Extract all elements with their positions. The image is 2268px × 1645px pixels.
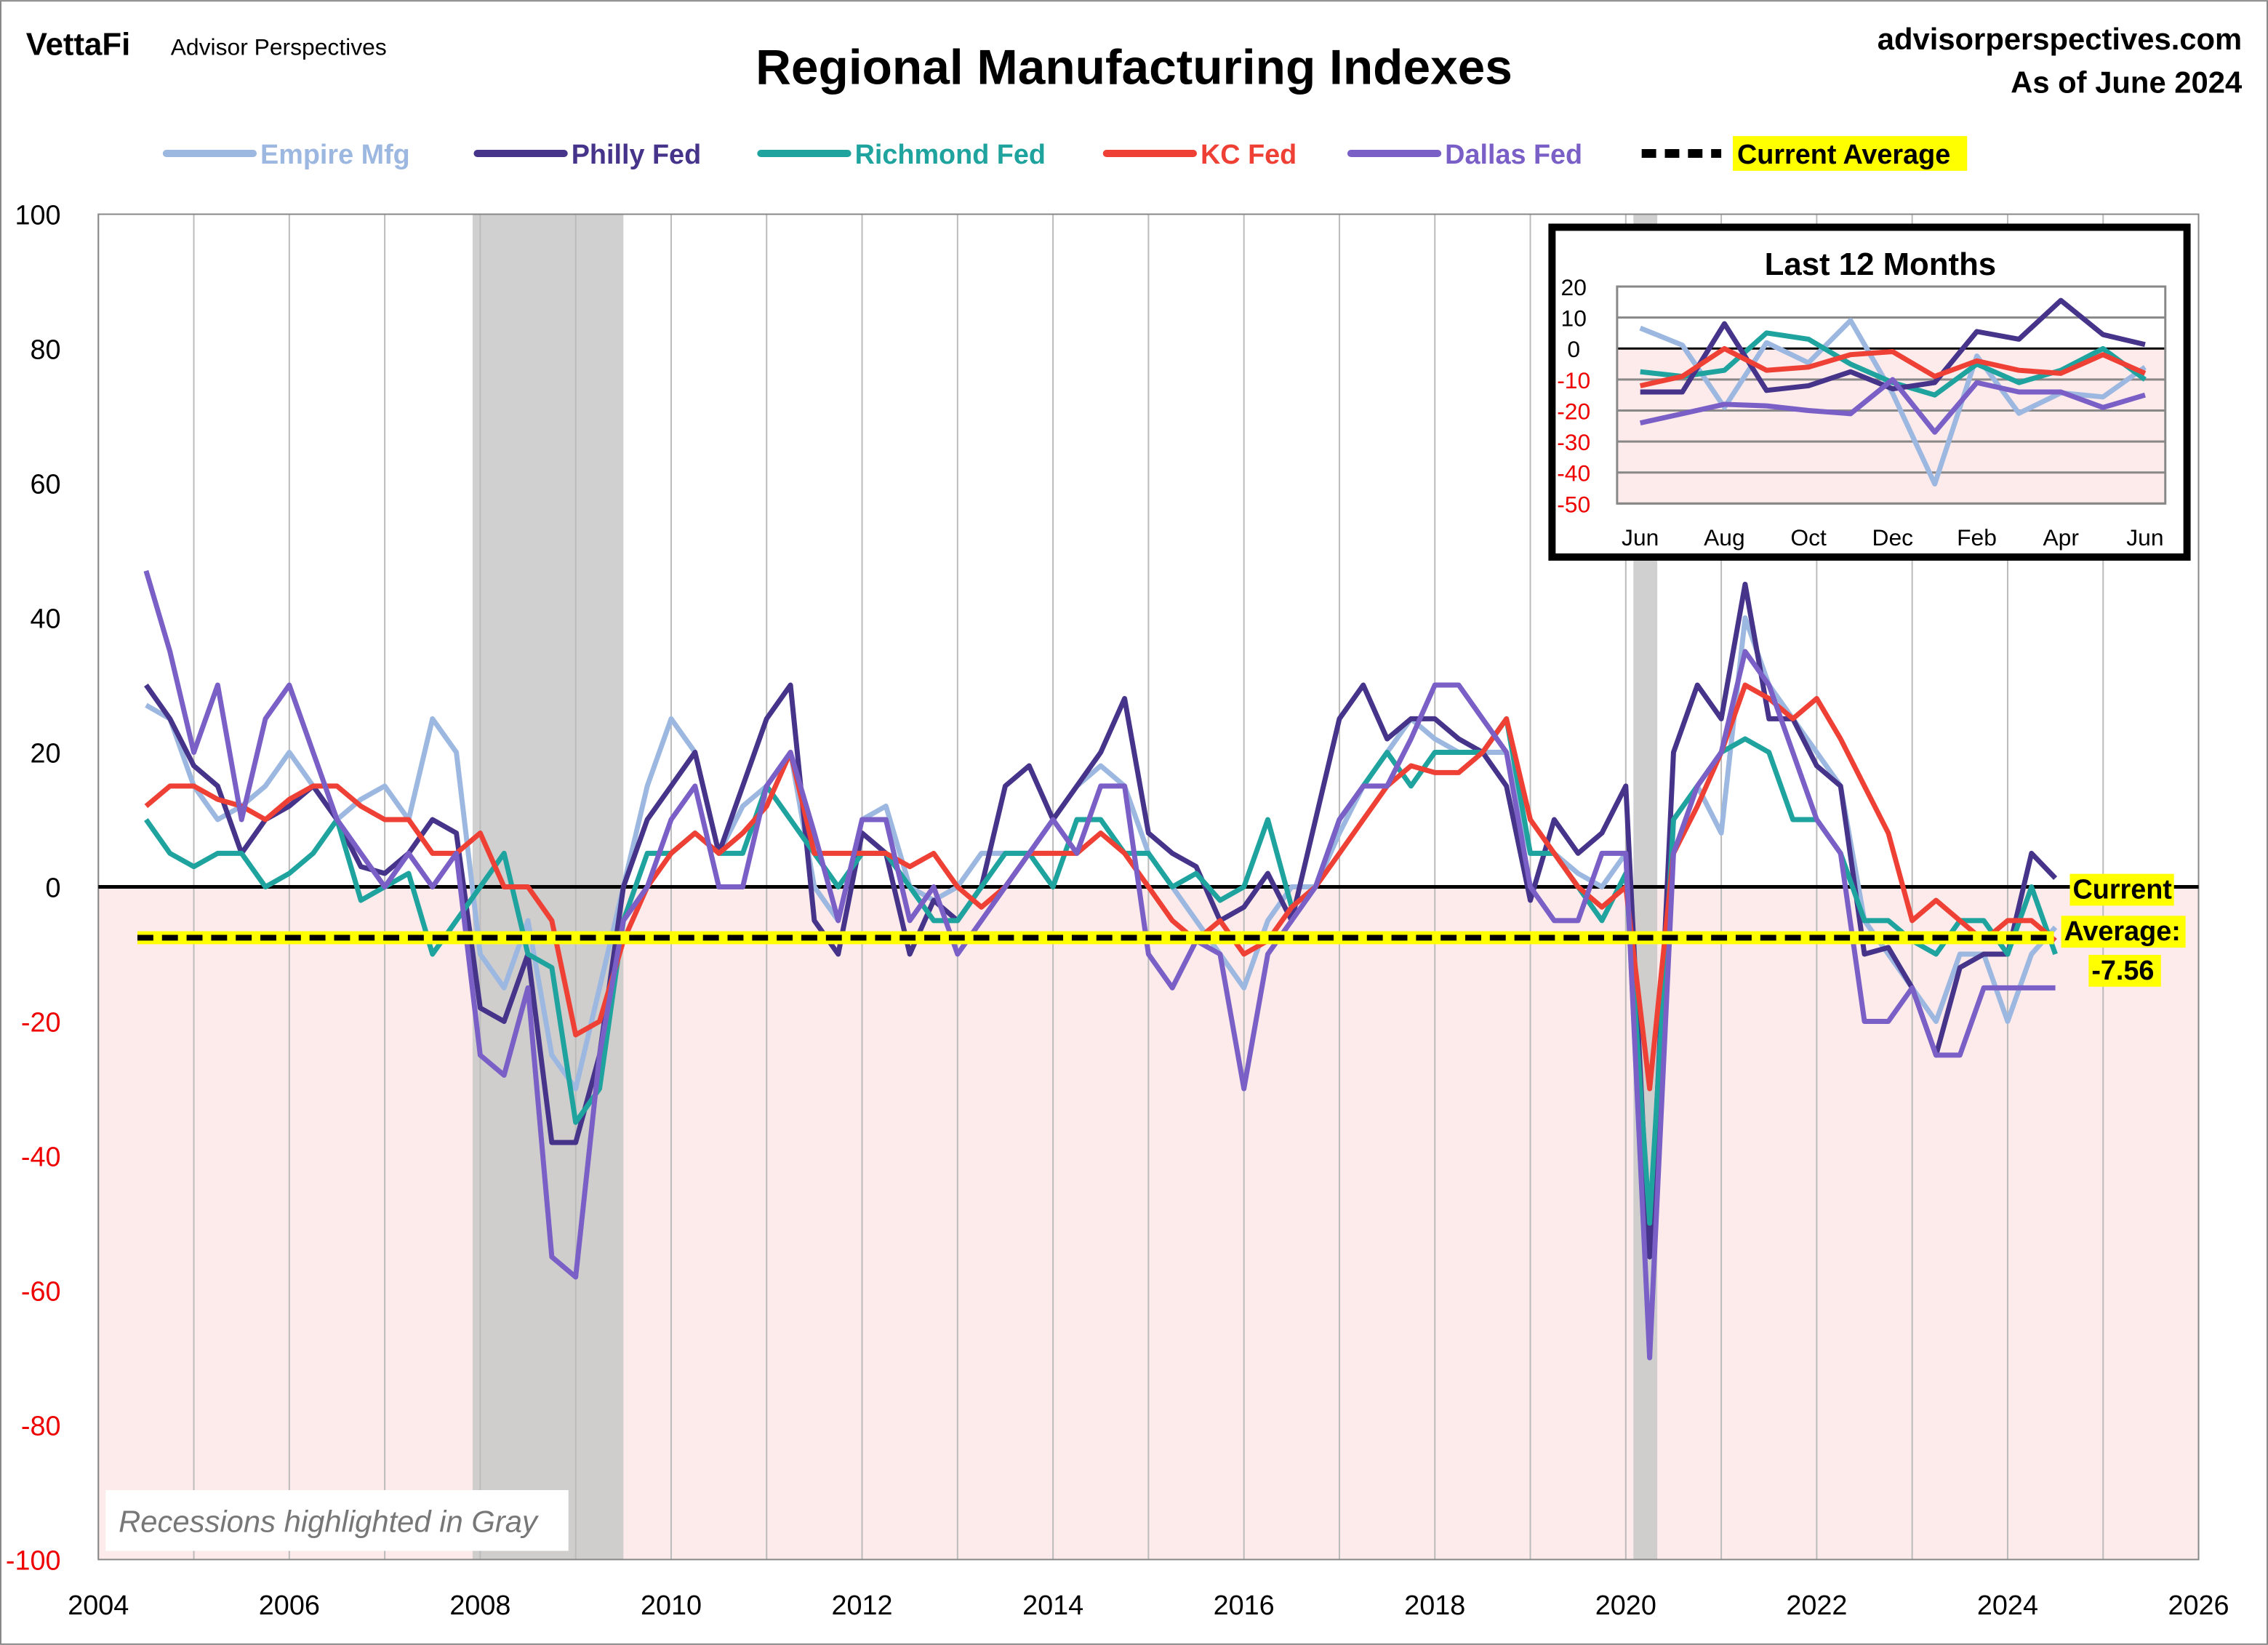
inset-plot: Last 12 Months 20 10 0 -10 -20 -30 -40 -50 Jun Aug…	[1548, 223, 2191, 561]
inset-y-tick-label: -20	[1557, 398, 1590, 424]
site-url: advisorperspectives.com	[1878, 22, 2242, 56]
y-tick-label: -100	[6, 1545, 61, 1576]
average-label: -7.56	[2091, 956, 2154, 986]
y-tick-label: -40	[21, 1142, 61, 1172]
x-tick-label: 2026	[2168, 1590, 2229, 1621]
legend-label-average: Current Average	[1737, 140, 1950, 170]
average-label-highlight	[2061, 916, 2186, 948]
inset-x-tick-label: Jun	[1622, 524, 1659, 551]
x-tick-label: 2022	[1786, 1590, 1847, 1621]
legend-label-dallas: Dallas Fed	[1445, 140, 1582, 170]
inset-y-tick-label: 10	[1561, 305, 1587, 332]
inset-x-tick-label: Jun	[2126, 524, 2163, 551]
inset-x-tick-label: Apr	[2043, 524, 2079, 551]
legend-label-philly: Philly Fed	[572, 140, 701, 170]
x-tick-label: 2008	[449, 1590, 510, 1621]
x-tick-label: 2014	[1022, 1590, 1083, 1621]
series-line-philly	[144, 581, 2058, 1260]
average-label: Current	[2072, 874, 2172, 905]
inset-y-tick-label: -40	[1557, 460, 1590, 487]
inset-plot-frame	[1616, 285, 2167, 505]
x-tick-label: 2010	[641, 1590, 702, 1621]
inset-y-tick-label: 0	[1567, 336, 1580, 362]
x-tick-label: 2018	[1404, 1590, 1465, 1621]
legend: Empire Mfg Philly Fed Richmond Fed KC Fed Da…	[162, 136, 1968, 171]
recession-note: Recessions highlighted in Gray	[119, 1505, 539, 1539]
x-tick-label: 2004	[68, 1590, 129, 1621]
chart-title: Regional Manufacturing Indexes	[756, 41, 1512, 95]
average-label-highlight	[2088, 955, 2161, 987]
recession-note-box	[105, 1489, 569, 1551]
x-tick-label: 2024	[1977, 1590, 2038, 1621]
y-tick-label: -60	[21, 1276, 61, 1307]
y-tick-label: 40	[31, 604, 61, 634]
y-tick-label: -20	[21, 1007, 61, 1038]
legend-label-empire: Empire Mfg	[260, 140, 410, 170]
as-of-date: As of June 2024	[2011, 65, 2242, 99]
y-tick-label: 20	[31, 738, 61, 769]
series-line-dallas	[143, 569, 2056, 1361]
inset-y-tick-label: -10	[1557, 367, 1590, 393]
inset-series-line-kc	[1639, 345, 2147, 388]
inset-title: Last 12 Months	[1765, 247, 1996, 282]
y-tick-label: 0	[46, 873, 61, 903]
y-tick-label: -80	[21, 1411, 61, 1441]
brand-logo: VettaFi	[26, 27, 130, 63]
y-tick-label: 80	[31, 335, 61, 365]
series-line-kc	[144, 682, 2057, 1092]
legend-highlight	[1733, 136, 1968, 171]
inset-series-line-philly	[1640, 297, 2146, 395]
y-tick-label: 60	[31, 469, 61, 500]
legend-label-richmond: Richmond Fed	[855, 140, 1046, 170]
inset-x-tick-label: Dec	[1872, 524, 1914, 551]
inset-x-tick-label: Oct	[1790, 524, 1827, 551]
inset-series-line-dallas	[1639, 377, 2146, 435]
x-tick-label: 2016	[1214, 1590, 1275, 1621]
inset-x-tick-label: Aug	[1704, 524, 1745, 551]
average-label: Average:	[2064, 916, 2181, 947]
inset-x-tick-label: Feb	[1957, 524, 1997, 551]
inset-y-tick-label: -30	[1557, 429, 1590, 455]
average-label-highlight	[2069, 873, 2174, 906]
y-tick-label: 100	[15, 200, 60, 231]
x-tick-label: 2006	[259, 1590, 320, 1621]
x-tick-label: 2012	[832, 1590, 893, 1621]
x-tick-label: 2020	[1595, 1590, 1656, 1621]
inset-y-tick-label: 20	[1561, 274, 1587, 300]
legend-label-kc: KC Fed	[1201, 140, 1297, 170]
inset-y-tick-label: -50	[1557, 491, 1590, 517]
brand-subtitle: Advisor Perspectives	[171, 34, 387, 60]
